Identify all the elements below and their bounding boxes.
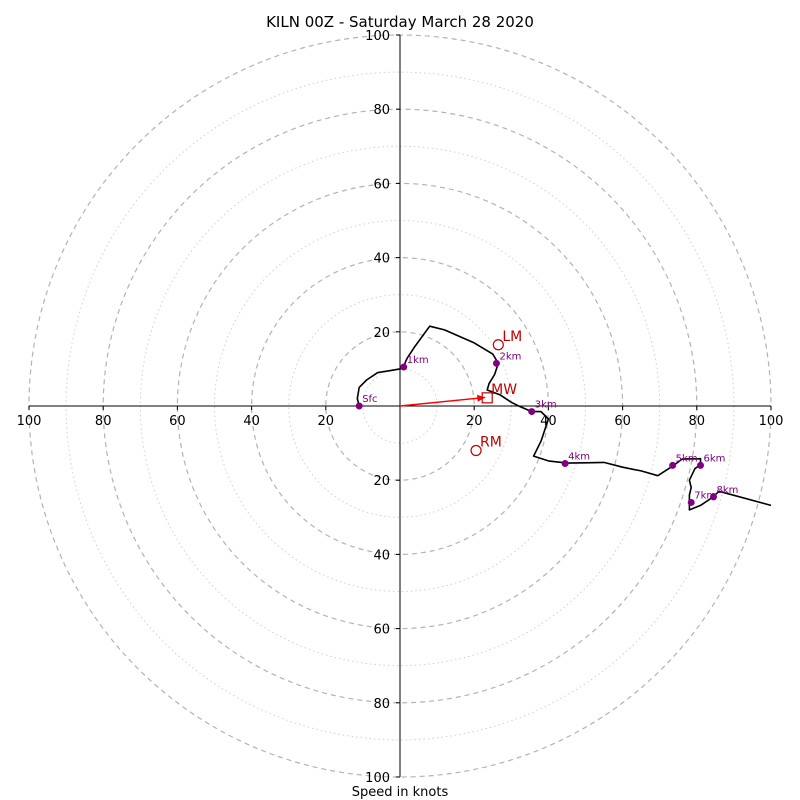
- height-marker-label: 2km: [499, 351, 521, 362]
- height-marker: [492, 359, 500, 367]
- height-marker-label: Sfc: [362, 394, 377, 405]
- height-marker-label: 3km: [535, 400, 557, 411]
- y-tick-label: 20: [373, 326, 390, 341]
- y-tick-label: 80: [373, 103, 390, 118]
- x-tick-label: 20: [318, 414, 335, 429]
- storm-motion-marker: [492, 339, 504, 351]
- x-tick-label: 20: [466, 414, 483, 429]
- y-tick-label: 60: [373, 177, 390, 192]
- x-tick-label: 100: [759, 414, 784, 429]
- height-marker: [355, 402, 363, 410]
- x-tick-label: 80: [689, 414, 706, 429]
- x-tick-label: 60: [169, 414, 186, 429]
- x-tick-label: 100: [17, 414, 42, 429]
- height-marker-label: 4km: [568, 452, 590, 463]
- y-tick-label: 100: [365, 29, 390, 44]
- mean-wind-marker: [481, 392, 493, 404]
- storm-motion-label: MW: [491, 382, 517, 398]
- height-marker: [528, 408, 536, 416]
- y-tick-label: 60: [373, 623, 390, 638]
- x-tick-label: 60: [614, 414, 631, 429]
- storm-motion-label: LM: [502, 329, 522, 345]
- height-marker-label: 5km: [676, 453, 698, 464]
- height-marker: [709, 493, 717, 501]
- x-axis-label: Speed in knots: [352, 785, 449, 800]
- height-marker: [400, 363, 408, 371]
- y-tick-label: 100: [365, 771, 390, 786]
- y-tick-label: 80: [373, 697, 390, 712]
- storm-motion-marker: [470, 444, 482, 457]
- height-marker: [561, 460, 569, 468]
- height-marker-label: 6km: [704, 453, 726, 464]
- hodograph-line: [356, 325, 772, 511]
- mean-wind-arrowhead: [477, 394, 486, 402]
- x-tick-label: 40: [243, 414, 260, 429]
- y-tick-label: 20: [373, 474, 390, 489]
- mean-wind-vector: [399, 396, 486, 407]
- x-tick-label: 80: [95, 414, 112, 429]
- height-marker: [669, 461, 677, 469]
- y-tick-label: 40: [373, 252, 390, 267]
- y-tick-label: 40: [373, 548, 390, 563]
- height-marker: [697, 461, 705, 469]
- height-marker-label: 8km: [716, 485, 738, 496]
- height-marker-label: 1km: [407, 355, 429, 366]
- height-marker-label: 7km: [694, 490, 716, 501]
- storm-motion-label: RM: [480, 435, 502, 451]
- height-marker: [687, 498, 695, 506]
- hodograph-trace: [356, 325, 772, 511]
- storm-motions: LM RM MW: [399, 329, 522, 457]
- chart-title: KILN 00Z - Saturday March 28 2020: [266, 13, 534, 31]
